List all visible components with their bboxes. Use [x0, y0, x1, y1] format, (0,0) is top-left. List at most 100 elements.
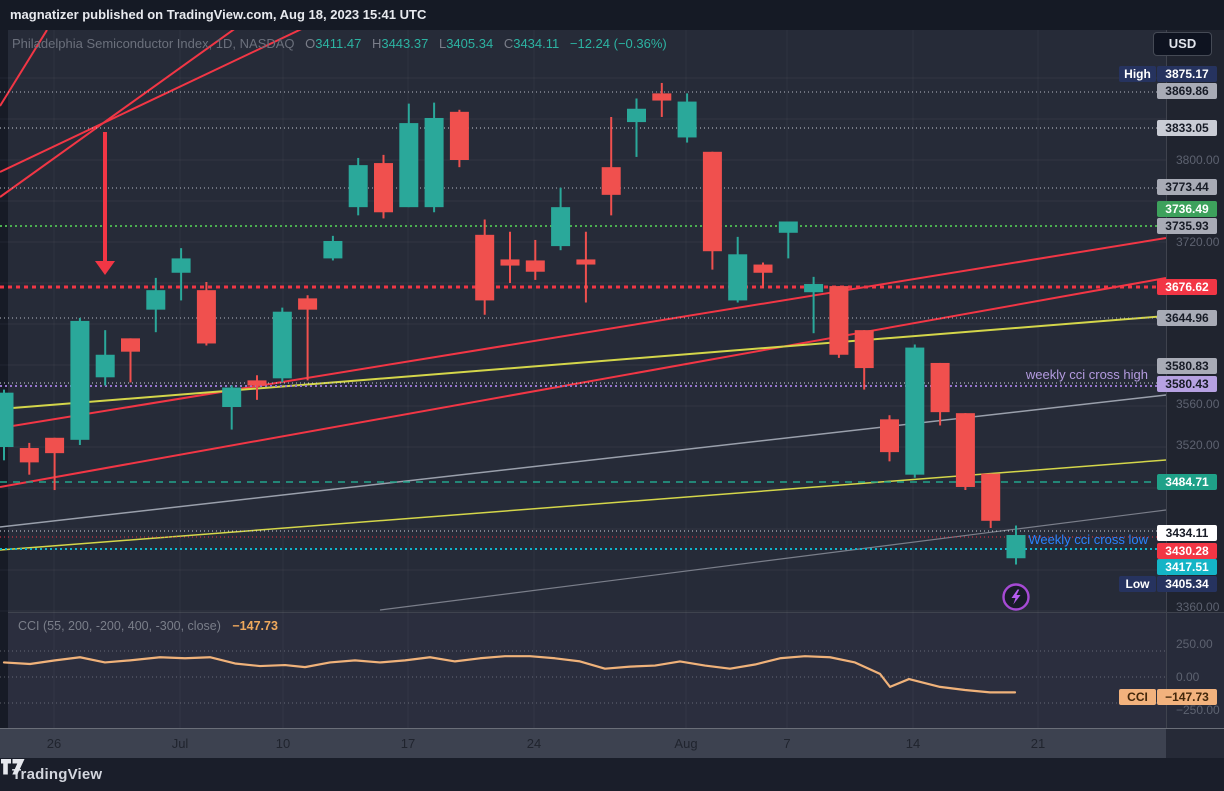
candle-body — [854, 330, 874, 369]
symbol-legend[interactable]: Philadelphia Semiconductor Index, 1D, NA… — [12, 36, 667, 51]
candle-body — [0, 392, 14, 447]
candle-body — [399, 123, 419, 208]
currency-toggle-button[interactable]: USD — [1153, 32, 1212, 56]
axis-tick-label: 0.00 — [1176, 670, 1200, 684]
candle-body — [702, 151, 722, 252]
low-value: 3405.34 — [446, 36, 494, 51]
candle-body — [449, 111, 469, 160]
price-label: 3676.62 — [1157, 279, 1217, 295]
candle — [753, 262, 773, 289]
publish-banner: magnatizer published on TradingView.com,… — [0, 0, 1224, 30]
annotation-weekly-cci-cross-high: weekly cci cross high — [1025, 367, 1148, 382]
candle-body — [551, 207, 571, 247]
time-axis[interactable]: 26 Jul 10 17 24 Aug 7 14 21 — [0, 728, 1166, 758]
candle — [829, 286, 849, 358]
candle — [930, 362, 950, 426]
price-label: 3580.43 — [1157, 376, 1217, 392]
publish-banner-text: magnatizer published on TradingView.com,… — [10, 7, 427, 22]
time-tick-label: 7 — [783, 736, 791, 751]
axis-tick-label: 3720.00 — [1176, 235, 1220, 249]
cci-tag: CCI — [1119, 689, 1156, 705]
candle — [905, 344, 925, 478]
candle — [880, 415, 899, 462]
candle — [222, 385, 242, 430]
time-tick-label: 14 — [905, 736, 921, 751]
trend-line — [0, 277, 1166, 488]
candle — [576, 231, 596, 303]
price-label: 3869.86 — [1157, 83, 1217, 99]
price-label: 3875.17 — [1157, 66, 1217, 82]
price-label: 3736.49 — [1157, 201, 1217, 217]
candle — [981, 473, 1001, 528]
trend-line — [0, 30, 235, 198]
candle — [652, 82, 672, 117]
candle — [399, 103, 419, 208]
candle-body — [95, 354, 115, 378]
open-value: 3411.47 — [315, 36, 362, 51]
axis-tick-label: 3560.00 — [1176, 397, 1220, 411]
candle — [702, 151, 722, 270]
candle-body — [753, 264, 773, 273]
candle-body — [930, 362, 950, 413]
candle-body — [45, 437, 65, 454]
time-tick-label: 26 — [46, 736, 62, 751]
cci-indicator-value: −147.73 — [232, 619, 278, 633]
axis-tick-label: 250.00 — [1176, 637, 1213, 651]
tradingview-logo[interactable]: TradingView — [1, 759, 102, 783]
candle-body — [829, 286, 849, 355]
candlestick-plot[interactable] — [0, 30, 1166, 612]
candle — [272, 307, 292, 383]
candle-body — [323, 240, 343, 259]
price-label: 3735.93 — [1157, 218, 1217, 234]
candle-body — [70, 320, 90, 440]
cci-pane[interactable] — [8, 612, 1166, 728]
candle — [804, 276, 824, 334]
time-tick-label: 24 — [526, 736, 542, 751]
candle-body — [247, 380, 267, 386]
candle — [171, 248, 191, 301]
price-label: −147.73 — [1157, 689, 1217, 705]
candle-body — [19, 448, 39, 463]
candle-body — [905, 347, 925, 475]
time-tick-label: 10 — [275, 736, 291, 751]
candle — [374, 154, 393, 219]
candle — [955, 413, 975, 491]
candle-body — [981, 473, 1001, 521]
candle-body — [778, 221, 798, 233]
time-tick-label: 21 — [1030, 736, 1046, 751]
cci-legend[interactable]: CCI (55, 200, -200, 400, -300, close) −1… — [18, 619, 278, 633]
candle-body — [121, 338, 140, 352]
cci-line — [2, 655, 1017, 694]
symbol-title: Philadelphia Semiconductor Index, 1D, NA… — [12, 36, 295, 51]
boost-button[interactable] — [1001, 582, 1031, 612]
time-tick-label: Aug — [674, 736, 698, 751]
price-label: 3484.71 — [1157, 474, 1217, 490]
candle — [424, 102, 444, 213]
candle-body — [576, 259, 596, 265]
annotation-weekly-cci-cross-low: Weekly cci cross low — [1028, 532, 1148, 547]
candle — [449, 109, 469, 168]
candle-body — [1006, 535, 1026, 559]
candle-body — [601, 167, 621, 195]
candle — [1006, 525, 1026, 565]
cci-scale-axis[interactable] — [1166, 612, 1224, 728]
candle-body — [146, 290, 166, 310]
axis-tick-label: −250.00 — [1176, 703, 1220, 717]
candle-body — [880, 419, 899, 453]
price-label: 3430.28 — [1157, 543, 1217, 559]
candle-body — [652, 93, 672, 101]
price-label: 3580.83 — [1157, 358, 1217, 374]
low-key: L — [438, 36, 447, 51]
cci-plot[interactable] — [0, 612, 1166, 728]
candle — [19, 442, 39, 475]
candle-body — [374, 163, 393, 213]
high-tag: High — [1119, 66, 1156, 82]
candle-body — [677, 101, 697, 138]
candle-body — [348, 165, 368, 208]
open-key: O — [305, 36, 316, 51]
candle-body — [424, 117, 444, 208]
candle — [854, 330, 874, 390]
candle — [70, 317, 90, 445]
candle-body — [728, 254, 748, 301]
